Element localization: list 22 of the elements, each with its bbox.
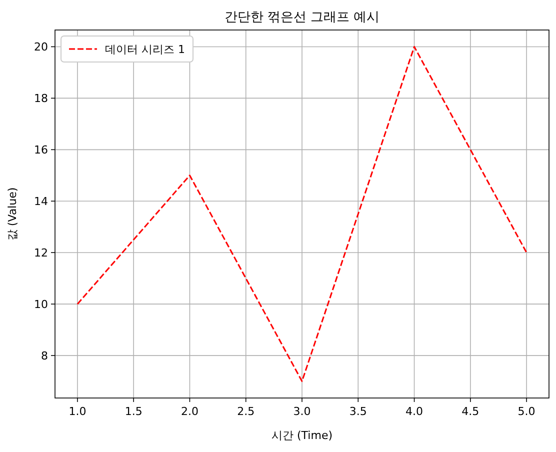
x-tick-label: 2.5 <box>237 405 255 418</box>
x-tick-label: 4.5 <box>462 405 480 418</box>
x-tick-label: 3.5 <box>349 405 367 418</box>
chart-title: 간단한 꺾은선 그래프 예시 <box>224 10 380 25</box>
y-tick-label: 8 <box>41 350 48 363</box>
y-tick-label: 20 <box>34 40 48 54</box>
x-tick-label: 1.5 <box>124 405 142 418</box>
legend-label: 데이터 시리즈 1 <box>105 43 185 56</box>
y-tick-label: 16 <box>34 144 48 157</box>
y-tick-label: 14 <box>34 195 48 208</box>
x-tick-label: 5.0 <box>518 405 536 418</box>
x-tick-label: 3.0 <box>293 405 311 418</box>
y-tick-label: 18 <box>34 92 48 106</box>
y-axis-title: 값 (Value) <box>6 187 19 241</box>
x-tick-label: 2.0 <box>180 405 198 418</box>
legend: 데이터 시리즈 1 <box>60 36 194 62</box>
x-tick-label: 4.0 <box>406 405 424 418</box>
y-tick-label: 10 <box>34 298 48 312</box>
line-series <box>76 46 528 382</box>
x-axis-title: 시간 (Time) <box>272 429 332 442</box>
x-tick-label: 1.0 <box>68 405 86 418</box>
y-tick-label: 12 <box>34 246 48 260</box>
